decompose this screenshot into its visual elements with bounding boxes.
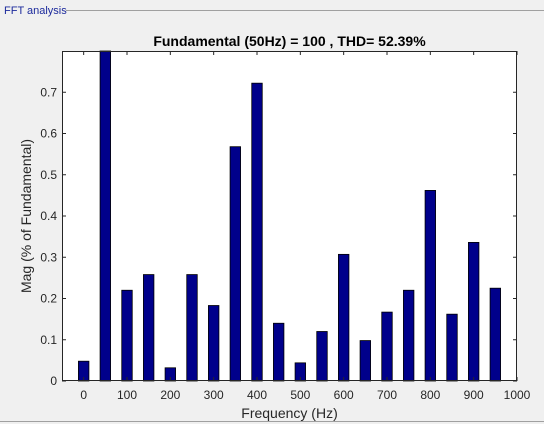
axes-background <box>62 51 517 381</box>
y-tick-label: 0.5 <box>40 168 57 182</box>
bar-950hz <box>489 287 501 382</box>
panel-border-top <box>66 10 544 11</box>
chart-title: Fundamental (50Hz) = 100 , THD= 52.39% <box>153 33 426 49</box>
x-tick-label: 100 <box>117 388 137 402</box>
x-tick-label: 500 <box>290 388 310 402</box>
x-ticks-group: 0 100 200 300 400 500 600 700 800 900 1000 <box>80 51 531 402</box>
x-tick-label: 200 <box>160 388 180 402</box>
y-tick-label: 0.7 <box>40 85 57 99</box>
x-tick-label: 1000 <box>504 388 531 402</box>
panel-title: FFT analysis <box>4 5 67 17</box>
x-tick-label: 800 <box>420 388 440 402</box>
bars-group <box>78 50 501 382</box>
bar-250hz <box>186 274 198 382</box>
panel-border-bottom <box>0 421 544 422</box>
bar-50hz <box>99 50 111 382</box>
bar-150hz <box>143 274 155 382</box>
bar-700hz <box>381 311 393 382</box>
bar-100hz <box>121 289 133 382</box>
bar-350hz <box>229 146 241 382</box>
x-tick-label: 900 <box>464 388 484 402</box>
y-tick-label: 0.3 <box>40 250 57 264</box>
bar-300hz <box>208 305 220 382</box>
bar-800hz <box>424 190 436 382</box>
y-ticks-group: 0 0.1 0.2 0.3 0.4 0.5 0.6 0.7 <box>40 85 517 388</box>
bar-600hz <box>338 253 350 382</box>
x-tick-label: 400 <box>247 388 267 402</box>
y-tick-label: 0.2 <box>40 292 57 306</box>
y-tick-label: 0 <box>50 374 57 388</box>
x-axis-label: Frequency (Hz) <box>241 405 337 421</box>
bar-750hz <box>403 289 415 382</box>
x-tick-label: 700 <box>377 388 397 402</box>
bar-450hz <box>273 322 285 382</box>
bar-900hz <box>468 241 480 382</box>
x-tick-label: 600 <box>334 388 354 402</box>
bar-850hz <box>446 313 458 382</box>
bar-550hz <box>316 331 328 382</box>
y-axis-label: Mag (% of Fundamental) <box>18 139 34 293</box>
x-tick-label: 300 <box>204 388 224 402</box>
bar-400hz <box>251 82 263 382</box>
y-tick-label: 0.4 <box>40 209 57 223</box>
bar-650hz <box>359 340 371 382</box>
x-tick-label: 0 <box>80 388 87 402</box>
y-tick-label: 0.6 <box>40 127 57 141</box>
y-tick-label: 0.1 <box>40 333 57 347</box>
